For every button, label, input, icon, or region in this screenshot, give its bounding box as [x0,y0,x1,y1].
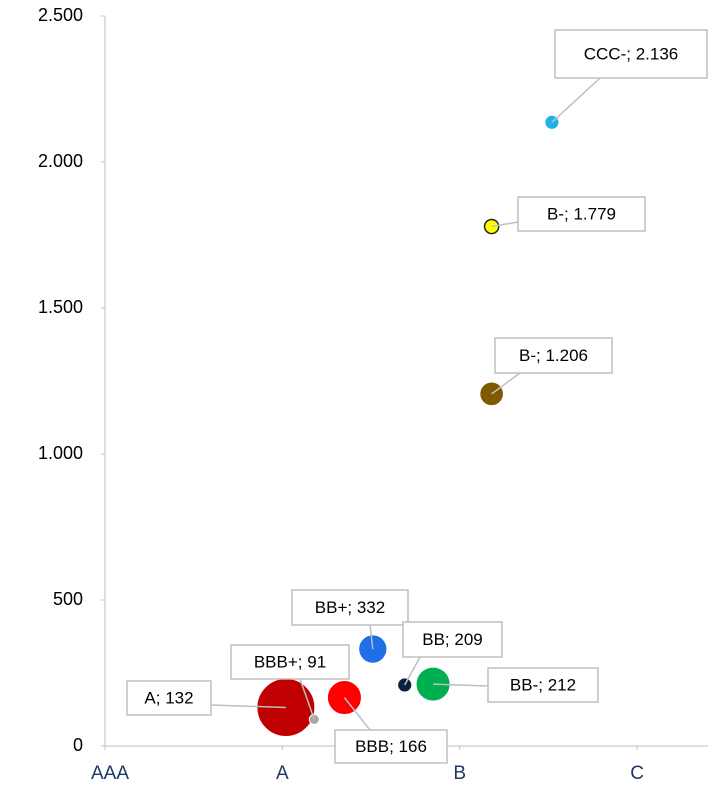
leader-line [433,683,489,687]
y-tick-label: 0 [73,735,83,755]
bubble [358,634,388,664]
y-tick-label: 2.000 [38,151,83,171]
leader-line [491,221,519,228]
leader-line [404,656,421,686]
x-tick-label: C [630,763,644,784]
label-box [402,621,503,658]
label-box [291,589,409,626]
y-tick-label: 500 [53,589,83,609]
data-label: B-; 1.206 [519,346,588,365]
data-label: CCC-; 2.136 [584,44,678,63]
y-tick-label: 1.000 [38,443,83,463]
data-label: BB+; 332 [315,598,385,617]
data-label: BBB+; 91 [254,652,326,671]
bubble [397,677,413,693]
leader-line [369,624,374,650]
label-box [126,680,212,716]
leader-line [551,77,601,123]
label-box [230,644,350,680]
data-label: BB; 209 [422,630,483,649]
label-box [494,337,613,374]
label-box [487,667,599,703]
x-tick-label: AAA [91,763,129,784]
data-label: BB-; 212 [510,675,576,694]
data-label: BBB; 166 [355,737,427,756]
bubble [483,218,500,235]
x-tick-label: B [453,763,466,784]
x-tick-label: A [276,763,289,784]
leader-line [299,678,315,720]
leader-line [343,697,371,731]
label-box [517,196,646,232]
leader-line [210,704,286,709]
label-box [334,729,448,764]
leader-line [491,372,521,395]
label-box [554,29,708,79]
y-tick-label: 2.500 [38,5,83,25]
data-label: B-; 1.779 [547,204,616,223]
data-label: A; 132 [144,688,193,707]
y-tick-label: 1.500 [38,297,83,317]
